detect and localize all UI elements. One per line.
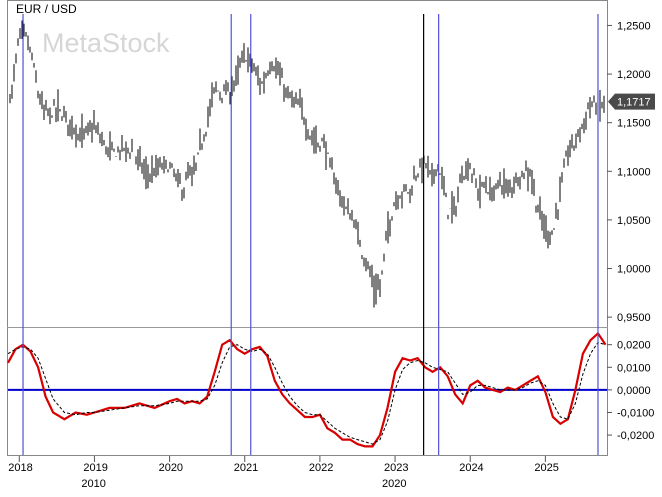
x-tick-label: 2018 <box>8 462 32 474</box>
chart-title: EUR / USD <box>16 2 77 16</box>
vertical-markers <box>22 14 599 455</box>
y-tick-label: 1,2500 <box>617 20 651 32</box>
y-tick-label: 1,0500 <box>617 215 651 227</box>
watermark-text: MetaStock <box>42 28 170 58</box>
y-tick-label: 1,2000 <box>617 69 651 81</box>
plot-frame <box>7 0 608 456</box>
x-decade-label: 2020 <box>382 478 406 490</box>
x-tick-label: 2024 <box>459 462 483 474</box>
y-tick-label: 1,0000 <box>617 264 651 276</box>
y-tick-label: 0,0200 <box>617 340 651 352</box>
x-decade-label: 2010 <box>81 478 105 490</box>
x-tick-label: 2020 <box>159 462 183 474</box>
y-tick-label: 0,9500 <box>617 312 651 324</box>
x-tick-label: 2023 <box>384 462 408 474</box>
price-pane <box>9 20 605 308</box>
x-tick-label: 2019 <box>83 462 107 474</box>
bottom-axis: 2018 2019 2020 2021 2022 2023 2024 2025 2010 2020 <box>8 456 559 490</box>
y-tick-label: 0,0000 <box>617 385 651 397</box>
y-tick-label: 1,1500 <box>617 118 651 130</box>
y-tick-label: 0,0100 <box>617 362 651 374</box>
signal-line <box>7 341 606 445</box>
x-tick-label: 2022 <box>309 462 333 474</box>
oscillator-pane <box>7 331 607 448</box>
last-value-tag: 1,1717 <box>608 93 655 110</box>
last-value-label: 1,1717 <box>617 97 651 109</box>
y-tick-label: -0,0100 <box>617 407 654 419</box>
right-axis: 1,2500 1,2000 1,1500 1,1000 1,0500 1,0000 0,95… <box>607 20 654 442</box>
x-tick-label: 2025 <box>534 462 558 474</box>
x-tick-label: 2021 <box>234 462 258 474</box>
y-tick-label: -0,0200 <box>617 430 654 442</box>
y-tick-label: 1,1000 <box>617 166 651 178</box>
